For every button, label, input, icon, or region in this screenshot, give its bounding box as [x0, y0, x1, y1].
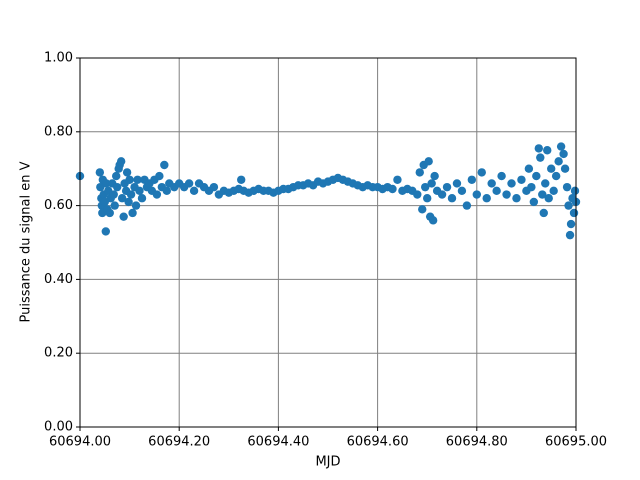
point — [105, 208, 114, 218]
y-tick-label: 0.60 — [44, 198, 73, 213]
point — [472, 190, 481, 199]
point — [110, 201, 119, 210]
point — [492, 186, 501, 196]
point — [119, 212, 128, 221]
point — [95, 168, 105, 177]
y-axis-label: Puissance du signal en V — [19, 161, 34, 322]
point — [554, 157, 563, 166]
point — [549, 186, 558, 196]
point — [556, 142, 566, 151]
point — [102, 179, 111, 188]
point — [122, 168, 132, 177]
point — [447, 194, 457, 203]
x-tick-label: 60694.80 — [446, 435, 508, 450]
point — [427, 179, 436, 188]
point — [117, 194, 127, 203]
x-tick-label: 60694.40 — [247, 435, 309, 450]
point — [101, 227, 110, 236]
point — [160, 160, 169, 170]
point — [507, 179, 516, 188]
point — [133, 175, 142, 184]
point — [536, 153, 545, 162]
point — [393, 175, 402, 184]
point — [541, 179, 550, 188]
point — [388, 184, 397, 194]
point — [543, 146, 552, 155]
point — [457, 186, 467, 196]
point — [538, 190, 547, 199]
point — [116, 157, 126, 166]
point — [135, 186, 144, 196]
point — [137, 194, 147, 203]
point — [437, 190, 447, 199]
point — [482, 194, 491, 203]
point — [413, 190, 422, 199]
point — [442, 182, 452, 192]
point — [562, 182, 572, 192]
point — [566, 219, 576, 229]
y-tick-label: 0.00 — [44, 420, 73, 435]
point — [415, 168, 424, 177]
point — [430, 171, 439, 181]
point — [152, 190, 162, 199]
plot-frame — [79, 57, 577, 428]
point — [559, 149, 568, 159]
point — [560, 164, 570, 173]
point — [124, 197, 133, 207]
point — [209, 182, 219, 192]
point — [517, 175, 526, 184]
point — [109, 190, 118, 199]
point — [467, 175, 477, 184]
point — [189, 186, 199, 196]
point — [155, 171, 164, 181]
point — [569, 208, 579, 218]
point — [462, 201, 472, 210]
point — [497, 171, 506, 181]
point — [184, 179, 194, 188]
point — [112, 171, 121, 181]
point — [544, 194, 553, 203]
x-tick-label: 60695.00 — [545, 435, 607, 450]
point — [539, 208, 548, 218]
point — [452, 179, 462, 188]
point — [428, 216, 438, 225]
x-tick-label: 60694.20 — [148, 435, 210, 450]
point — [162, 186, 171, 196]
point — [113, 182, 122, 192]
point — [421, 182, 430, 192]
point — [529, 197, 539, 207]
x-tick-label: 60694.00 — [49, 435, 111, 450]
point — [487, 179, 496, 188]
point — [125, 175, 134, 184]
point — [237, 175, 246, 184]
point — [547, 164, 556, 173]
point — [564, 201, 573, 210]
point — [512, 194, 521, 203]
point — [551, 171, 561, 181]
point — [570, 186, 580, 196]
point — [565, 230, 575, 240]
point — [477, 168, 486, 177]
point — [524, 164, 534, 173]
point — [534, 144, 543, 153]
point — [131, 201, 141, 210]
y-tick-label: 0.80 — [44, 124, 73, 139]
point — [532, 171, 541, 181]
x-tick-label: 60694.60 — [347, 435, 409, 450]
y-tick-label: 0.40 — [44, 272, 73, 287]
point — [527, 182, 536, 192]
point — [128, 208, 137, 218]
x-axis-label: MJD — [315, 455, 340, 470]
point — [424, 157, 433, 166]
point — [502, 190, 511, 199]
point — [418, 205, 427, 214]
y-tick-label: 1.00 — [44, 51, 73, 66]
point — [126, 190, 136, 199]
y-tick-label: 0.20 — [44, 346, 73, 361]
point — [423, 194, 432, 203]
